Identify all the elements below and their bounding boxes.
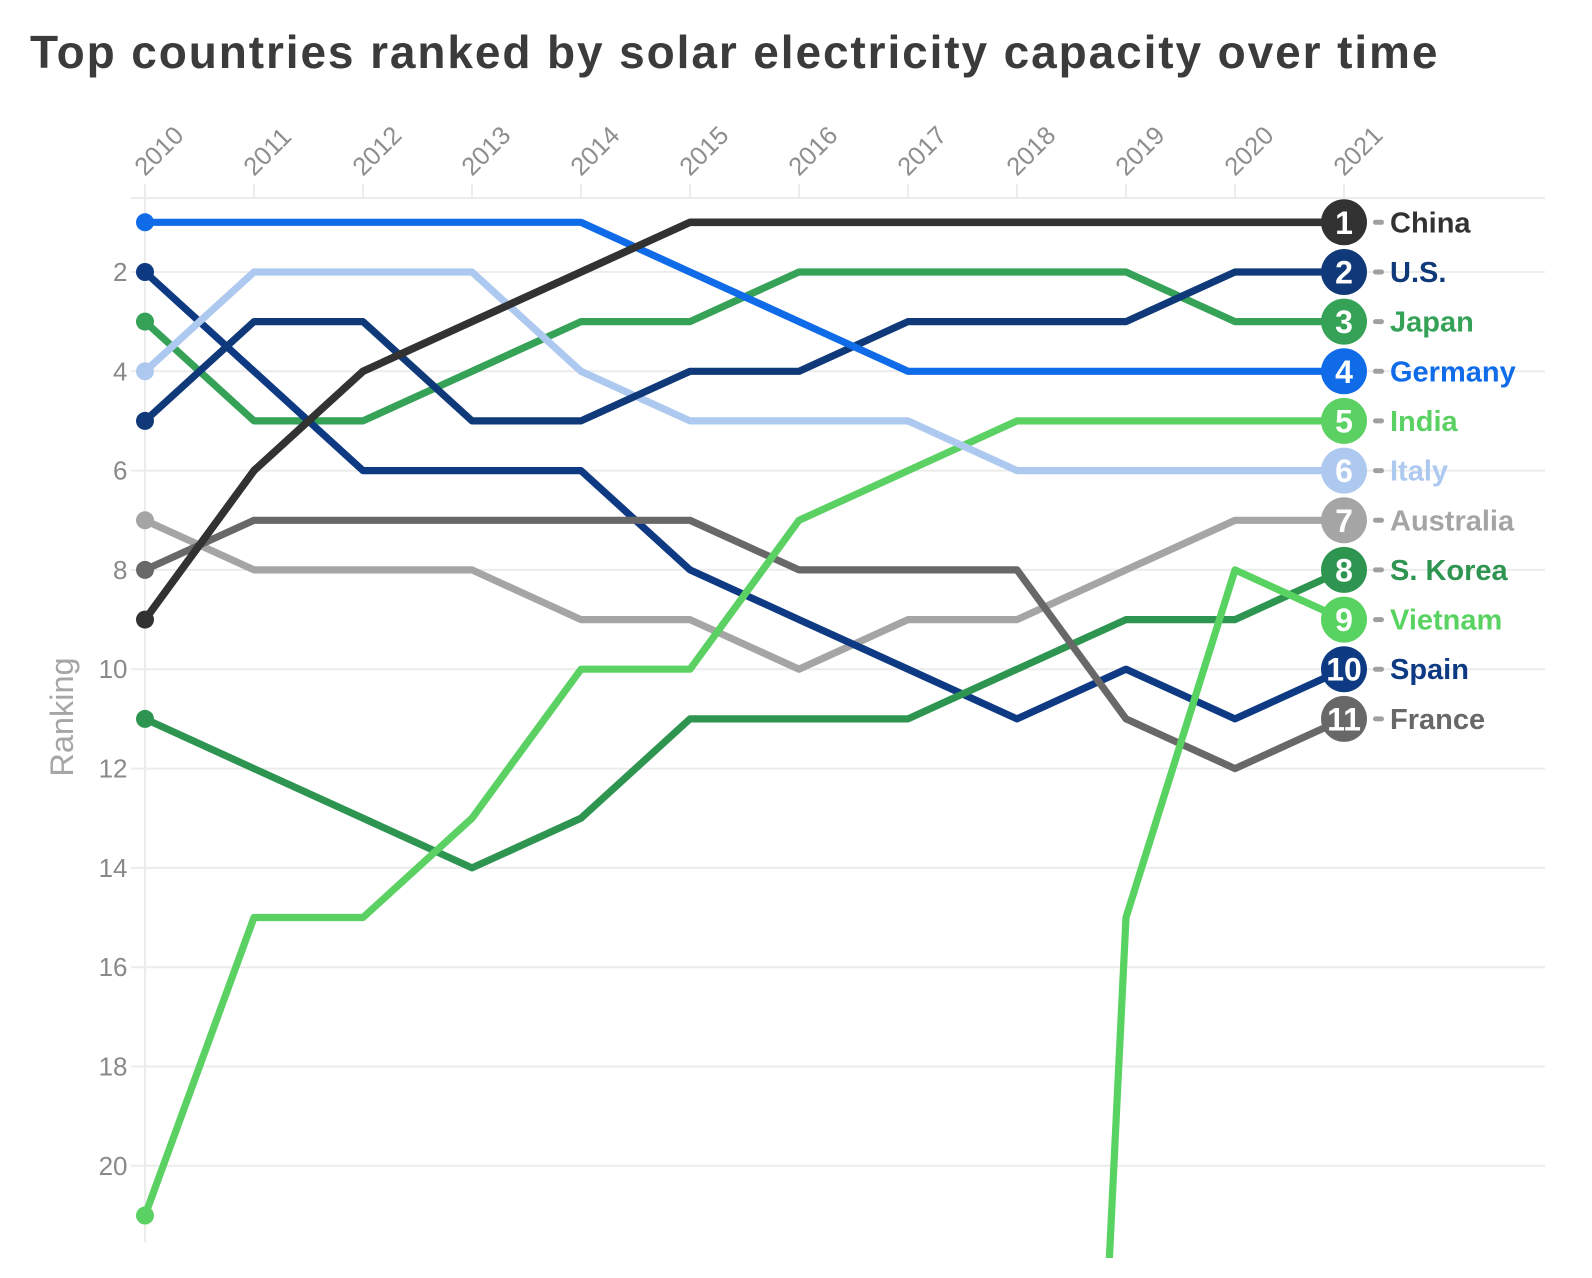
svg-text:Top countries ranked by solar: Top countries ranked by solar electricit… <box>30 26 1439 78</box>
svg-text:S. Korea: S. Korea <box>1390 555 1509 587</box>
svg-text:U.S.: U.S. <box>1390 257 1446 289</box>
svg-text:Germany: Germany <box>1390 356 1516 388</box>
svg-text:14: 14 <box>99 853 128 883</box>
svg-text:India: India <box>1390 406 1459 438</box>
svg-text:11: 11 <box>1327 701 1361 737</box>
svg-text:2: 2 <box>113 257 127 287</box>
svg-text:3: 3 <box>1335 304 1353 340</box>
svg-text:7: 7 <box>1335 503 1353 539</box>
svg-text:10: 10 <box>1326 652 1362 688</box>
svg-text:16: 16 <box>99 952 128 982</box>
svg-text:4: 4 <box>1335 354 1353 390</box>
svg-text:Vietnam: Vietnam <box>1390 605 1502 637</box>
svg-text:Japan: Japan <box>1390 307 1474 339</box>
svg-text:2: 2 <box>1335 255 1353 291</box>
svg-text:5: 5 <box>1335 403 1353 439</box>
svg-text:China: China <box>1390 207 1471 239</box>
svg-text:8: 8 <box>113 555 127 585</box>
svg-text:12: 12 <box>99 754 128 784</box>
svg-text:20: 20 <box>99 1151 128 1181</box>
svg-text:Australia: Australia <box>1390 505 1515 537</box>
svg-text:Spain: Spain <box>1390 654 1469 686</box>
svg-text:9: 9 <box>1335 602 1353 638</box>
svg-text:1: 1 <box>1335 205 1353 241</box>
svg-text:8: 8 <box>1335 552 1353 588</box>
svg-text:10: 10 <box>99 654 128 684</box>
svg-text:Ranking: Ranking <box>44 657 80 776</box>
svg-text:4: 4 <box>113 356 127 386</box>
svg-text:6: 6 <box>113 456 127 486</box>
svg-text:6: 6 <box>1335 453 1353 489</box>
svg-text:Italy: Italy <box>1390 456 1448 488</box>
svg-text:France: France <box>1390 704 1485 736</box>
svg-text:18: 18 <box>99 1052 128 1082</box>
